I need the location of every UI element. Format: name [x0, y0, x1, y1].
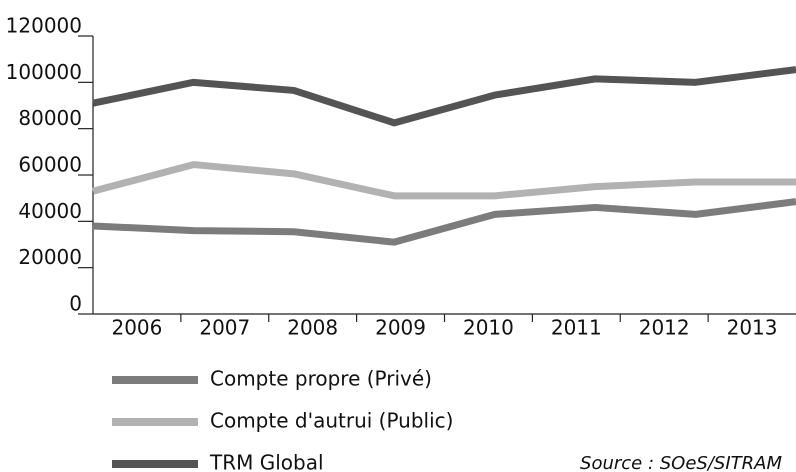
x-tick-label: 2007 — [199, 316, 250, 340]
y-tick-label: 0 — [69, 292, 82, 316]
y-tick-label: 120000 — [6, 14, 82, 38]
x-tick-label: 2006 — [111, 316, 162, 340]
x-tick-label: 2008 — [287, 316, 338, 340]
series-line — [92, 66, 796, 127]
x-tick-label: 2011 — [551, 316, 602, 340]
y-tick-label: 80000 — [18, 106, 82, 130]
legend-label: Compte propre (Privé) — [210, 367, 432, 391]
y-tick-label: 100000 — [6, 60, 82, 84]
legend-label: TRM Global — [209, 451, 324, 472]
y-tick-label: 20000 — [18, 245, 82, 269]
x-tick-label: 2012 — [639, 316, 690, 340]
x-tick-label: 2013 — [727, 316, 778, 340]
series-line — [92, 198, 796, 246]
y-tick-label: 60000 — [18, 153, 82, 177]
y-tick-label: 40000 — [18, 199, 82, 223]
x-tick-label: 2010 — [463, 316, 514, 340]
series-line — [92, 161, 796, 200]
source: Source : SOeS/SITRAM — [580, 453, 782, 472]
legend-label: Compte d'autrui (Public) — [210, 409, 453, 433]
x-tick-label: 2009 — [375, 316, 426, 340]
